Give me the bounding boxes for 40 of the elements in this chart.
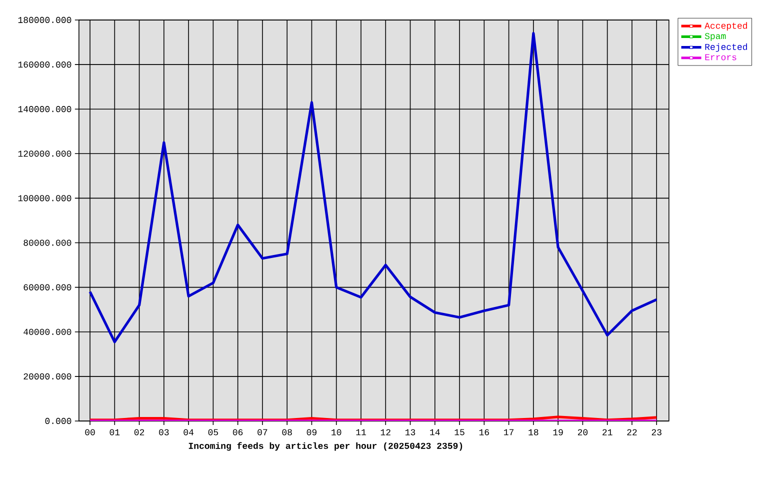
x-tick-label: 21 bbox=[602, 429, 612, 436]
x-tick-label: 14 bbox=[430, 429, 440, 436]
y-tick-label: 20000.000 bbox=[24, 373, 72, 380]
y-tick-label: 40000.000 bbox=[24, 328, 72, 335]
y-tick-label: 140000.000 bbox=[18, 106, 72, 112]
x-tick-label: 09 bbox=[306, 429, 316, 436]
y-tick-label: 80000.000 bbox=[24, 240, 72, 246]
line-series bbox=[88, 32, 658, 344]
x-tick-label: 04 bbox=[184, 429, 194, 436]
legend-label: Accepted bbox=[704, 22, 747, 31]
x-tick-label: 11 bbox=[356, 429, 366, 436]
x-tick-label: 23 bbox=[652, 429, 662, 436]
y-tick-label: 180000.000 bbox=[18, 16, 72, 24]
x-tick-label: 12 bbox=[380, 429, 390, 436]
y-tick-label: 0.000 bbox=[45, 418, 72, 424]
x-tick-label: 07 bbox=[258, 429, 268, 436]
x-tick-label: 17 bbox=[504, 429, 514, 436]
x-axis-title: Incoming feeds by articles per hour (20250423 2359) bbox=[188, 442, 462, 451]
legend-label: Spam bbox=[704, 33, 726, 41]
y-tick-label: 100000.000 bbox=[18, 195, 72, 202]
x-tick-label: 01 bbox=[110, 429, 120, 436]
x-tick-label: 06 bbox=[232, 429, 243, 436]
y-tick-label: 60000.000 bbox=[24, 284, 72, 290]
x-tick-label: 08 bbox=[282, 429, 292, 436]
legend-label: Rejected bbox=[705, 43, 747, 52]
x-tick-label: 18 bbox=[528, 429, 538, 436]
x-tick-label: 22 bbox=[627, 429, 637, 436]
legend-label: Errors bbox=[705, 54, 736, 60]
y-tick-label: 160000.000 bbox=[18, 61, 72, 68]
x-tick-label: 10 bbox=[332, 429, 342, 436]
x-tick-label: 15 bbox=[454, 429, 464, 436]
x-tick-label: 03 bbox=[159, 429, 169, 436]
x-tick-label: 02 bbox=[134, 429, 144, 436]
x-tick-label: 05 bbox=[208, 429, 218, 436]
x-tick-label: 20 bbox=[578, 429, 588, 436]
x-tick-label: 13 bbox=[406, 429, 416, 436]
x-tick-label: 00 bbox=[85, 429, 95, 436]
x-tick-label: 16 bbox=[479, 429, 489, 436]
x-tick-label: 19 bbox=[553, 429, 563, 436]
y-tick-label: 120000.000 bbox=[18, 150, 72, 157]
